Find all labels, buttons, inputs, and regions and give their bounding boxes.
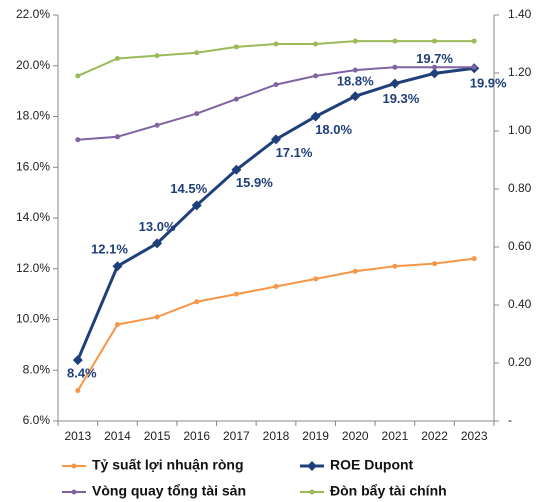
marker bbox=[392, 38, 398, 44]
data-label: 8.4% bbox=[67, 366, 97, 381]
y-tick-label: 12.0% bbox=[16, 261, 50, 275]
y-tick-label: 6.0% bbox=[23, 413, 51, 427]
x-tick-label: 2022 bbox=[421, 429, 448, 443]
marker bbox=[432, 64, 438, 70]
marker bbox=[432, 38, 438, 44]
marker bbox=[154, 53, 160, 59]
y-tick-label: 8.0% bbox=[23, 362, 51, 376]
data-label: 19.7% bbox=[416, 51, 453, 66]
marker bbox=[310, 111, 321, 122]
y2-tick-label: 1.00 bbox=[508, 123, 532, 137]
marker bbox=[313, 41, 319, 47]
marker bbox=[432, 261, 438, 267]
marker bbox=[350, 91, 361, 102]
marker bbox=[194, 50, 200, 56]
marker bbox=[273, 82, 279, 88]
x-tick-label: 2014 bbox=[104, 429, 131, 443]
x-tick-label: 2015 bbox=[144, 429, 171, 443]
marker bbox=[471, 64, 477, 70]
marker bbox=[75, 73, 81, 79]
data-label: 18.8% bbox=[337, 74, 374, 89]
series-line bbox=[76, 257, 475, 392]
y-tick-label: 16.0% bbox=[16, 159, 50, 173]
data-label: 14.5% bbox=[170, 181, 207, 196]
y-tick-label: 14.0% bbox=[16, 210, 50, 224]
marker bbox=[429, 68, 440, 79]
data-label: 17.1% bbox=[276, 145, 313, 160]
marker bbox=[112, 261, 123, 272]
marker bbox=[233, 291, 239, 297]
x-tick-label: 2021 bbox=[382, 429, 409, 443]
legend-label: ROE Dupont bbox=[330, 457, 414, 473]
marker bbox=[313, 276, 319, 282]
legend-marker bbox=[309, 489, 315, 495]
marker bbox=[389, 78, 400, 89]
marker bbox=[271, 134, 281, 145]
x-tick-label: 2019 bbox=[302, 429, 329, 443]
marker bbox=[231, 164, 242, 175]
marker bbox=[233, 96, 239, 102]
y-tick-label: 18.0% bbox=[16, 109, 50, 123]
marker bbox=[273, 41, 279, 47]
marker bbox=[194, 111, 200, 117]
marker bbox=[72, 355, 83, 366]
marker bbox=[194, 299, 200, 305]
marker bbox=[471, 38, 477, 44]
x-tick-label: 2023 bbox=[461, 429, 488, 443]
marker bbox=[152, 238, 163, 249]
marker bbox=[471, 256, 477, 262]
data-label: 13.0% bbox=[139, 219, 176, 234]
marker bbox=[75, 388, 81, 394]
x-tick-label: 2018 bbox=[263, 429, 290, 443]
marker bbox=[352, 38, 358, 44]
y2-tick-label: 0.80 bbox=[508, 181, 532, 195]
y-tick-label: 20.0% bbox=[16, 58, 50, 72]
marker bbox=[154, 122, 160, 128]
x-tick-label: 2016 bbox=[183, 429, 210, 443]
x-tick-label: 2013 bbox=[64, 429, 91, 443]
marker bbox=[114, 56, 120, 61]
data-label: 19.3% bbox=[382, 91, 419, 106]
data-label: 12.1% bbox=[91, 242, 128, 257]
y-tick-label: 22.0% bbox=[16, 7, 50, 21]
x-tick-label: 2017 bbox=[223, 429, 250, 443]
marker bbox=[154, 314, 160, 320]
marker bbox=[233, 44, 239, 50]
y2-tick-label: - bbox=[508, 413, 512, 427]
legend-marker bbox=[307, 461, 317, 471]
data-label: 15.9% bbox=[236, 175, 273, 190]
series-line bbox=[76, 66, 475, 361]
y2-tick-label: 0.60 bbox=[508, 239, 532, 253]
y2-tick-label: 1.20 bbox=[508, 65, 532, 79]
marker bbox=[352, 268, 358, 274]
marker bbox=[392, 263, 398, 269]
y2-tick-label: 0.40 bbox=[508, 297, 532, 311]
marker bbox=[75, 137, 81, 143]
legend-marker bbox=[71, 489, 77, 495]
data-label: 18.0% bbox=[315, 122, 352, 137]
marker bbox=[114, 134, 120, 140]
y-tick-label: 10.0% bbox=[16, 312, 50, 326]
y2-tick-label: 1.40 bbox=[508, 7, 532, 21]
marker bbox=[392, 64, 398, 70]
marker bbox=[114, 322, 120, 328]
legend-label: Tỷ suất lợi nhuận ròng bbox=[92, 457, 244, 473]
marker bbox=[191, 200, 202, 211]
legend-marker bbox=[71, 463, 77, 469]
marker bbox=[273, 284, 279, 290]
y2-tick-label: 0.20 bbox=[508, 355, 532, 369]
data-label: 19.9% bbox=[470, 76, 507, 91]
marker bbox=[352, 67, 358, 73]
x-tick-label: 2020 bbox=[342, 429, 369, 443]
legend-label: Đòn bẩy tài chính bbox=[330, 483, 447, 499]
marker bbox=[313, 73, 319, 79]
legend-label: Vòng quay tổng tài sản bbox=[92, 483, 246, 499]
